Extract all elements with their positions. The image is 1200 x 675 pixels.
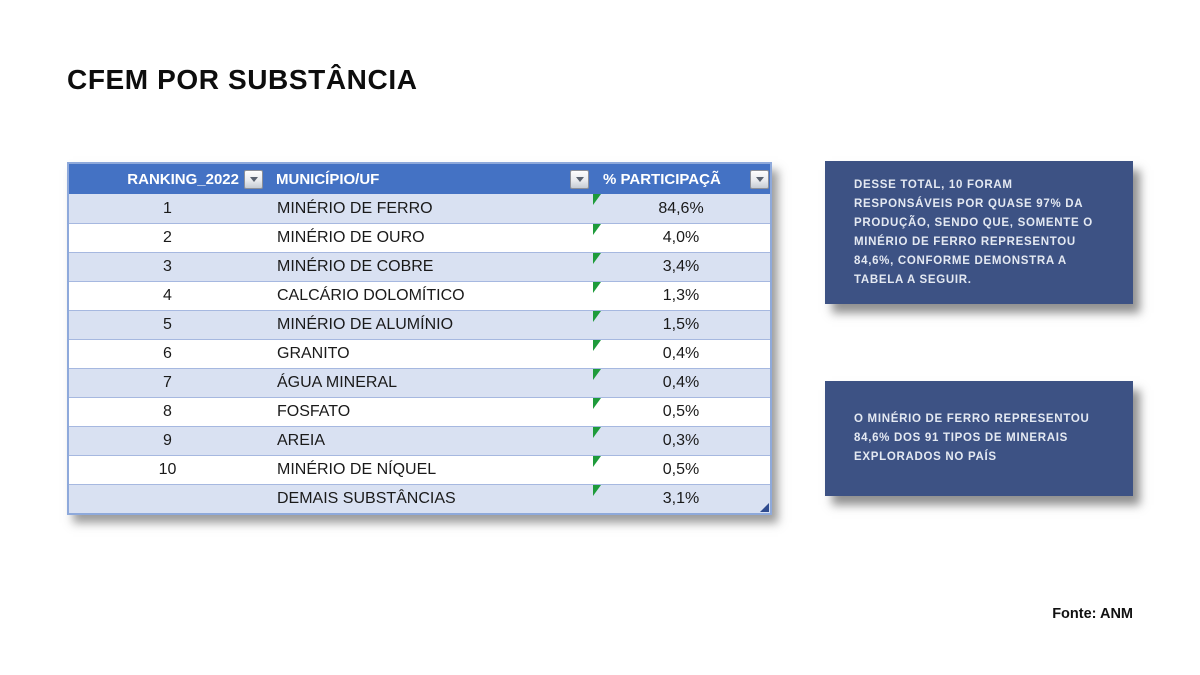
- table-row: 1 MINÉRIO DE FERRO 84,6%: [69, 194, 770, 223]
- share-cell-value: 0,4%: [662, 345, 700, 362]
- share-cell: 0,3%: [592, 427, 770, 455]
- comment-indicator-icon: [593, 398, 601, 409]
- table-row: 3 MINÉRIO DE COBRE 3,4%: [69, 252, 770, 281]
- source-label: Fonte: ANM: [1052, 606, 1133, 622]
- filter-button-ranking[interactable]: [244, 169, 263, 189]
- note-text: O MINÉRIO DE FERRO REPRESENTOU 84,6% DOS…: [854, 413, 1090, 463]
- rank-cell: 8: [163, 403, 172, 420]
- table-row: 5 MINÉRIO DE ALUMÍNIO 1,5%: [69, 310, 770, 339]
- share-cell: 3,4%: [592, 253, 770, 281]
- substance-cell: GRANITO: [277, 345, 350, 362]
- column-header-participacao: % PARTICIPAÇÃ: [592, 164, 770, 194]
- table-resize-grip-icon[interactable]: [760, 503, 769, 512]
- table-row: DEMAIS SUBSTÂNCIAS 3,1%: [69, 484, 770, 513]
- comment-indicator-icon: [593, 253, 601, 264]
- table-row: 2 MINÉRIO DE OURO 4,0%: [69, 223, 770, 252]
- substance-cell: MINÉRIO DE ALUMÍNIO: [277, 316, 454, 333]
- table-row: 8 FOSFATO 0,5%: [69, 397, 770, 426]
- table-row: 7 ÁGUA MINERAL 0,4%: [69, 368, 770, 397]
- note-box-iron-ore: O MINÉRIO DE FERRO REPRESENTOU 84,6% DOS…: [825, 381, 1133, 496]
- share-cell: 1,3%: [592, 282, 770, 310]
- comment-indicator-icon: [593, 369, 601, 380]
- comment-indicator-icon: [593, 311, 601, 322]
- share-cell: 1,5%: [592, 311, 770, 339]
- rank-cell: 6: [163, 345, 172, 362]
- comment-indicator-icon: [593, 456, 601, 467]
- share-cell-value: 0,4%: [662, 374, 700, 391]
- rank-cell: [69, 485, 266, 513]
- share-cell: 3,1%: [592, 485, 770, 513]
- note-text: DESSE TOTAL, 10 FORAM RESPONSÁVEIS POR Q…: [854, 179, 1093, 286]
- substance-cell: FOSFATO: [277, 403, 351, 420]
- comment-indicator-icon: [593, 340, 601, 351]
- column-header-ranking: RANKING_2022: [69, 164, 266, 194]
- comment-indicator-icon: [593, 224, 601, 235]
- share-cell-value: 84,6%: [658, 199, 704, 217]
- column-header-ranking-label: RANKING_2022: [127, 170, 239, 188]
- share-cell-value: 0,3%: [662, 432, 700, 449]
- share-cell-value: 0,5%: [662, 403, 700, 420]
- comment-indicator-icon: [593, 485, 601, 496]
- substance-cell: DEMAIS SUBSTÂNCIAS: [277, 490, 456, 507]
- rank-cell: 5: [163, 316, 172, 333]
- filter-dropdown-icon: [575, 176, 584, 182]
- substance-cell: MINÉRIO DE FERRO: [277, 199, 433, 217]
- share-cell-value: 3,1%: [662, 490, 700, 507]
- share-cell: 0,5%: [592, 456, 770, 484]
- share-cell: 84,6%: [592, 194, 770, 223]
- substance-cell: MINÉRIO DE COBRE: [277, 258, 434, 275]
- share-cell-value: 4,0%: [662, 229, 700, 246]
- table-row: 6 GRANITO 0,4%: [69, 339, 770, 368]
- column-header-participacao-label: % PARTICIPAÇÃ: [603, 170, 721, 188]
- share-cell: 0,4%: [592, 340, 770, 368]
- table-row: 9 AREIA 0,3%: [69, 426, 770, 455]
- table-row: 4 CALCÁRIO DOLOMÍTICO 1,3%: [69, 281, 770, 310]
- rank-cell: 3: [163, 258, 172, 275]
- share-cell-value: 1,3%: [662, 287, 700, 304]
- substance-cell: MINÉRIO DE OURO: [277, 229, 425, 246]
- share-cell: 0,5%: [592, 398, 770, 426]
- column-header-municipio: MUNICÍPIO/UF: [266, 164, 592, 194]
- rank-cell: 9: [163, 432, 172, 449]
- rank-cell: 1: [163, 199, 172, 217]
- filter-dropdown-icon: [249, 176, 258, 182]
- substance-cell: AREIA: [277, 432, 326, 449]
- substance-cell: MINÉRIO DE NÍQUEL: [277, 461, 437, 478]
- rank-cell: 4: [163, 287, 172, 304]
- note-box-production: DESSE TOTAL, 10 FORAM RESPONSÁVEIS POR Q…: [825, 161, 1133, 304]
- comment-indicator-icon: [593, 427, 601, 438]
- filter-button-municipio[interactable]: [570, 169, 589, 189]
- column-header-municipio-label: MUNICÍPIO/UF: [276, 170, 380, 188]
- substance-cell: ÁGUA MINERAL: [277, 374, 398, 391]
- share-cell-value: 3,4%: [662, 258, 700, 275]
- page-title: CFEM POR SUBSTÂNCIA: [67, 64, 418, 95]
- comment-indicator-icon: [593, 194, 601, 205]
- filter-button-participacao[interactable]: [750, 169, 769, 189]
- rank-cell: 2: [163, 229, 172, 246]
- rank-cell: 10: [158, 461, 177, 478]
- share-cell: 4,0%: [592, 224, 770, 252]
- table-body: 1 MINÉRIO DE FERRO 84,6% 2 MINÉRIO DE OU…: [69, 194, 770, 513]
- share-cell-value: 1,5%: [662, 316, 700, 333]
- table-header-row: RANKING_2022 MUNICÍPIO/UF % PARTICIPAÇÃ: [69, 164, 770, 194]
- cfem-table: RANKING_2022 MUNICÍPIO/UF % PARTICIPAÇÃ …: [67, 162, 772, 515]
- share-cell-value: 0,5%: [662, 461, 700, 478]
- rank-cell: 7: [163, 374, 172, 391]
- substance-cell: CALCÁRIO DOLOMÍTICO: [277, 287, 465, 304]
- comment-indicator-icon: [593, 282, 601, 293]
- share-cell: 0,4%: [592, 369, 770, 397]
- filter-dropdown-icon: [755, 176, 764, 182]
- table-row: 10 MINÉRIO DE NÍQUEL 0,5%: [69, 455, 770, 484]
